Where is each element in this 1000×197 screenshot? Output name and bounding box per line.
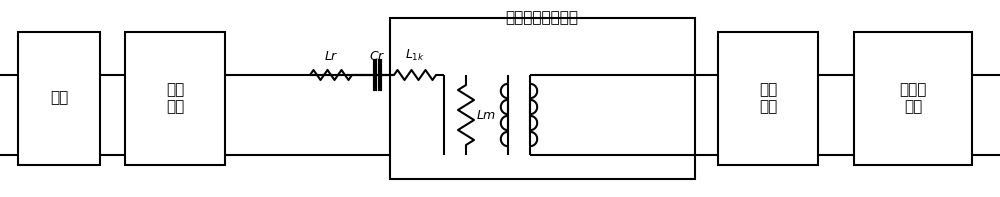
Bar	[854, 32, 972, 165]
Text: 电网: 电网	[50, 90, 68, 106]
Bar	[718, 32, 818, 165]
Text: 分布式
电源: 分布式 电源	[899, 82, 927, 114]
Text: 变换
拓扑: 变换 拓扑	[759, 82, 777, 114]
Text: 变换
拓扑: 变换 拓扑	[166, 82, 184, 114]
Bar	[18, 32, 100, 165]
Text: $Lr$: $Lr$	[324, 50, 338, 63]
Text: 隔离级高频变压器: 隔离级高频变压器	[506, 10, 578, 25]
Text: $Lm$: $Lm$	[476, 109, 496, 122]
Text: $L_{1k}$: $L_{1k}$	[405, 48, 425, 63]
Bar	[390, 18, 695, 179]
Text: $Cr$: $Cr$	[369, 50, 385, 63]
Bar	[125, 32, 225, 165]
